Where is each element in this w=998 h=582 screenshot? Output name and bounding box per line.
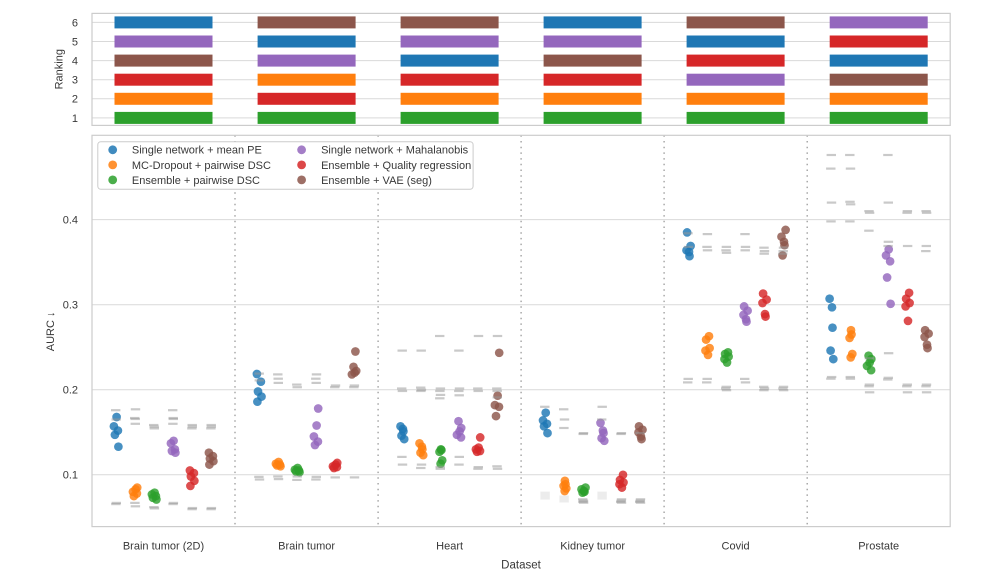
svg-text:3: 3 — [72, 75, 78, 87]
svg-text:0.2: 0.2 — [63, 385, 78, 397]
svg-text:4: 4 — [72, 56, 78, 68]
svg-text:Single network + mean PE: Single network + mean PE — [132, 145, 262, 157]
svg-text:Heart: Heart — [436, 540, 463, 552]
svg-text:0.3: 0.3 — [63, 300, 78, 312]
svg-text:Ensemble + Quality regression: Ensemble + Quality regression — [321, 160, 471, 172]
svg-text:Prostate: Prostate — [858, 540, 899, 552]
svg-text:Covid: Covid — [722, 540, 750, 552]
svg-text:6: 6 — [72, 17, 78, 29]
svg-text:Brain tumor: Brain tumor — [278, 540, 335, 552]
svg-text:Brain tumor (2D): Brain tumor (2D) — [123, 540, 204, 552]
svg-text:Ranking: Ranking — [54, 49, 66, 89]
svg-text:Ensemble + pairwise DSC: Ensemble + pairwise DSC — [132, 175, 260, 187]
svg-text:Dataset: Dataset — [501, 560, 541, 572]
svg-text:AURC ↓: AURC ↓ — [45, 312, 57, 352]
svg-text:5: 5 — [72, 36, 78, 48]
svg-text:MC-Dropout + pairwise DSC: MC-Dropout + pairwise DSC — [132, 160, 271, 172]
svg-text:1: 1 — [72, 113, 78, 125]
svg-text:Ensemble + VAE (seg): Ensemble + VAE (seg) — [321, 175, 432, 187]
svg-text:Kidney tumor: Kidney tumor — [560, 540, 625, 552]
svg-text:0.4: 0.4 — [63, 215, 78, 227]
svg-text:0.1: 0.1 — [63, 470, 78, 482]
svg-text:Single network + Mahalanobis: Single network + Mahalanobis — [321, 145, 469, 157]
svg-text:2: 2 — [72, 94, 78, 106]
